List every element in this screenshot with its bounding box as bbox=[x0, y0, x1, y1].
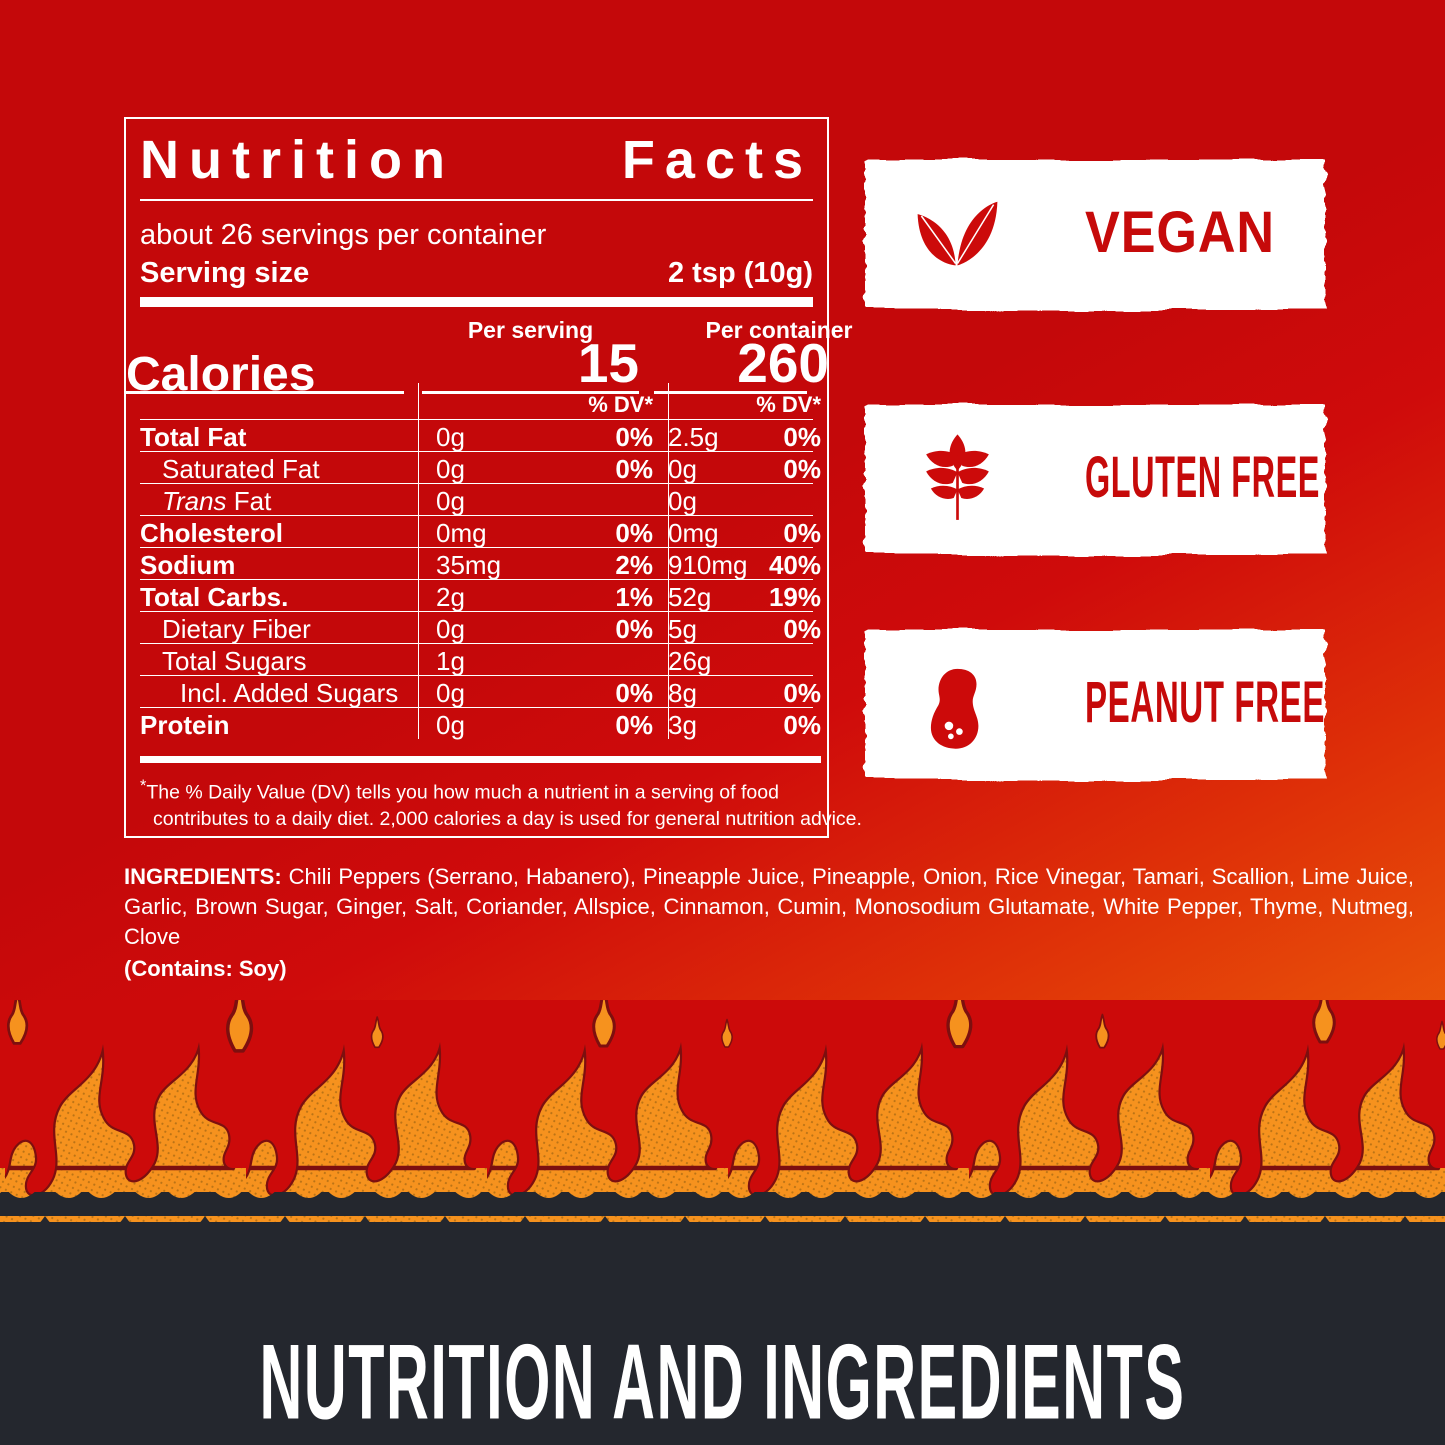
svg-text:VEGAN: VEGAN bbox=[1085, 200, 1275, 265]
svg-text:GLUTEN FREE: GLUTEN FREE bbox=[1085, 445, 1320, 510]
svg-text:PEANUT FREE: PEANUT FREE bbox=[1085, 670, 1325, 735]
